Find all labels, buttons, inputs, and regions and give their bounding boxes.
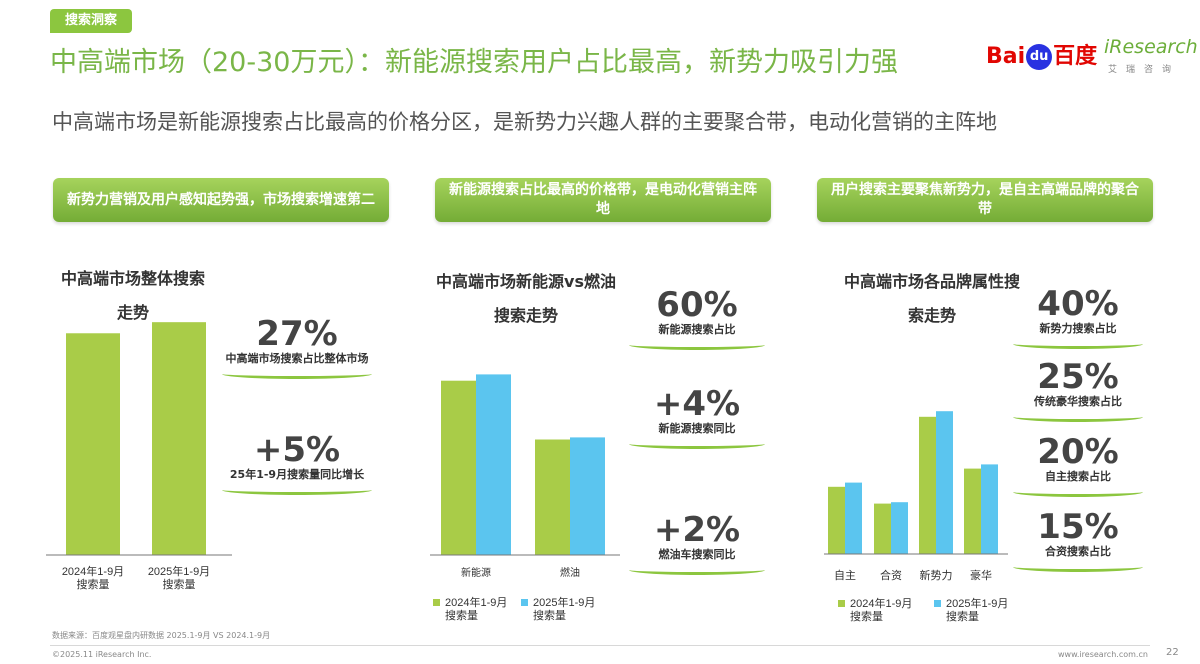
category-label-0: 新能源 (461, 566, 491, 579)
panel2-stat-ice-yoy: +2% 燃油车搜索同比 (624, 512, 770, 575)
panel1-chart-title: 中高端市场整体搜索走势 (60, 269, 205, 322)
bar-1 (152, 322, 206, 555)
swoosh-decoration (222, 369, 372, 379)
bar-3-0 (964, 468, 981, 554)
bar-3-1 (981, 464, 998, 554)
stat-label: 新能源搜索占比 (658, 323, 736, 336)
legend-swatch-0 (433, 599, 440, 606)
panel2-chart: 新能源 燃油 2024年1-9月搜索量 2025年1-9月搜索量 (430, 374, 620, 622)
swoosh-decoration (629, 340, 765, 350)
stat-value: 25% (1037, 357, 1119, 397)
bar-0-1 (476, 374, 511, 555)
bar-0-0 (828, 486, 845, 554)
panel1-stat-growth: +5% 25年1-9月搜索量同比增长 (212, 432, 382, 495)
stat-value: 40% (1037, 284, 1119, 324)
stat-value: 60% (656, 285, 738, 325)
legend-label-1: 2025年1-9月搜索量 (533, 595, 595, 622)
stat-value: 27% (256, 314, 338, 354)
stat-value: 20% (1037, 432, 1119, 472)
swoosh-decoration (1013, 339, 1143, 349)
swoosh-decoration (1013, 412, 1143, 422)
baidu-logo: Bai du 百度 (986, 44, 1098, 70)
swoosh-decoration (1013, 487, 1143, 497)
stat-label: 新能源搜索同比 (658, 422, 736, 435)
stat-value: +5% (253, 430, 341, 470)
footer-divider (50, 645, 1150, 646)
bar-1-0 (535, 439, 570, 555)
stat-label: 25年1-9月搜索量同比增长 (229, 468, 365, 481)
stat-label: 合资搜索占比 (1045, 545, 1111, 558)
panel3-stat-domestic: 20% 自主搜索占比 (1008, 434, 1148, 497)
panel2-stat-nev-yoy: +4% 新能源搜索同比 (624, 386, 770, 449)
legend-swatch-1 (521, 599, 528, 606)
panel3-stat-joint-venture: 15% 合资搜索占比 (1008, 509, 1148, 572)
swoosh-decoration (629, 565, 765, 575)
bar-0 (66, 333, 120, 555)
category-label-0: 自主 (834, 569, 856, 582)
panel2-stat-nev-share: 60% 新能源搜索占比 (624, 287, 770, 350)
bar-2-0 (919, 416, 936, 554)
swoosh-decoration (1013, 562, 1143, 572)
stat-label: 新势力搜索占比 (1039, 322, 1117, 335)
category-label-1: 燃油 (560, 566, 580, 579)
legend-label-0: 2024年1-9月搜索量 (850, 596, 912, 623)
panel1-stat-share: 27% 中高端市场搜索占比整体市场 (212, 316, 382, 379)
panel3-stat-new-forces: 40% 新势力搜索占比 (1008, 286, 1148, 349)
page-number: 22 (1166, 647, 1179, 658)
panel3-chart: 自主 合资 新势力 豪华 2024年1-9月搜索量 2025年1-9月搜索量 (824, 411, 1008, 623)
page-title: 中高端市场（20-30万元）：新能源搜索用户占比最高，新势力吸引力强 (50, 47, 898, 78)
category-label-0: 2024年1-9月搜索量 (62, 564, 124, 591)
panel1-banner: 新势力营销及用户感知起势强，市场搜索增速第二 (53, 178, 389, 222)
bar-0-1 (845, 482, 862, 554)
panel2-chart-title: 中高端市场新能源vs燃油搜索走势 (436, 272, 616, 325)
baidu-paw-icon: du (1026, 44, 1053, 70)
legend-swatch-0 (838, 600, 845, 607)
legend-swatch-1 (934, 600, 941, 607)
category-label-1: 合资 (880, 568, 902, 582)
panel1-chart: 2024年1-9月搜索量 2025年1-9月搜索量 (46, 322, 232, 591)
iresearch-logo: iResearch (1104, 36, 1198, 58)
page-subtitle: 中高端市场是新能源搜索占比最高的价格分区，是新势力兴趣人群的主要聚合带，电动化营… (52, 110, 997, 134)
stat-label: 中高端市场搜索占比整体市场 (225, 352, 369, 365)
legend-label-0: 2024年1-9月搜索量 (445, 595, 507, 622)
section-tag: 搜索洞察 (50, 9, 132, 33)
category-label-1: 2025年1-9月搜索量 (148, 564, 210, 591)
bar-1-0 (874, 503, 891, 554)
stat-label: 传统豪华搜索占比 (1034, 395, 1122, 408)
stat-value: 15% (1037, 507, 1119, 547)
panel3-stat-luxury: 25% 传统豪华搜索占比 (1008, 359, 1148, 422)
panel2-banner: 新能源搜索占比最高的价格带，是电动化营销主阵地 (435, 178, 771, 222)
panel3-chart-title: 中高端市场各品牌属性搜索走势 (843, 272, 1020, 325)
stat-value: +4% (653, 384, 741, 424)
website: www.iresearch.com.cn (1058, 650, 1148, 659)
stat-label: 自主搜索占比 (1045, 470, 1111, 483)
stat-value: +2% (653, 510, 741, 550)
swoosh-decoration (629, 439, 765, 449)
category-label-2: 新势力 (920, 568, 953, 582)
data-source-note: 数据来源：百度观星盘内研数据 2025.1-9月 VS 2024.1-9月 (52, 631, 271, 640)
bar-0-0 (441, 380, 476, 555)
bar-1-1 (570, 437, 605, 555)
copyright: ©2025.11 iResearch Inc. (52, 650, 152, 659)
bar-2-1 (936, 411, 953, 554)
legend-label-1: 2025年1-9月搜索量 (946, 596, 1008, 623)
stat-label: 燃油车搜索同比 (658, 548, 736, 561)
iresearch-logo-subtitle: 艾瑞咨询 (1108, 65, 1181, 75)
category-label-3: 豪华 (970, 568, 992, 582)
panel3-banner: 用户搜索主要聚焦新势力，是自主高端品牌的聚合带 (817, 178, 1153, 222)
swoosh-decoration (222, 485, 372, 495)
bar-1-1 (891, 502, 908, 554)
